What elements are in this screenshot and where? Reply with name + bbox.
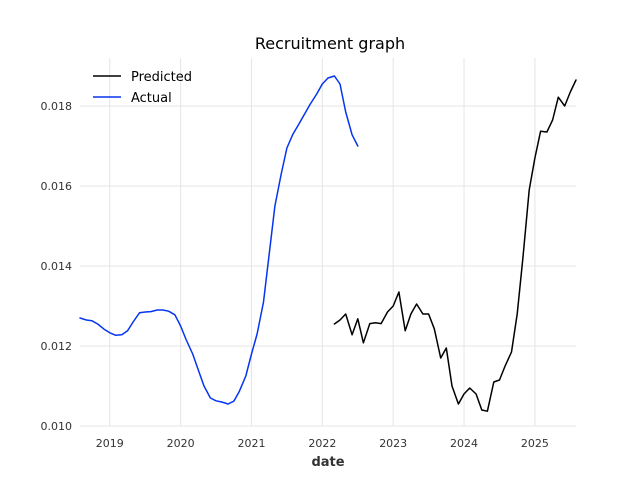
x-tick-label: 2025 <box>521 437 549 450</box>
x-tick-label: 2022 <box>308 437 336 450</box>
legend: Predicted Actual <box>93 70 192 106</box>
x-tick-label: 2020 <box>167 437 195 450</box>
x-axis-label: date <box>311 455 344 470</box>
y-tick-label: 0.016 <box>41 180 73 193</box>
x-tick-label: 2023 <box>379 437 407 450</box>
x-tick-label: 2021 <box>237 437 265 450</box>
y-tick-label: 0.010 <box>41 420 73 433</box>
series-lines <box>79 75 577 412</box>
series-line-predicted <box>333 79 577 412</box>
y-tick-label: 0.014 <box>41 260 73 273</box>
tick-labels: 2019 2020 2021 2022 2023 2024 2025 0.010 0.012 0.… <box>41 100 549 450</box>
chart-title: Recruitment graph <box>255 34 405 53</box>
series-line-actual <box>79 75 359 405</box>
grid <box>80 58 576 427</box>
y-tick-label: 0.018 <box>41 100 73 113</box>
legend-label-predicted: Predicted <box>131 70 192 85</box>
x-tick-label: 2019 <box>96 437 124 450</box>
y-tick-label: 0.012 <box>41 340 73 353</box>
x-tick-label: 2024 <box>450 437 478 450</box>
legend-label-actual: Actual <box>131 91 172 106</box>
